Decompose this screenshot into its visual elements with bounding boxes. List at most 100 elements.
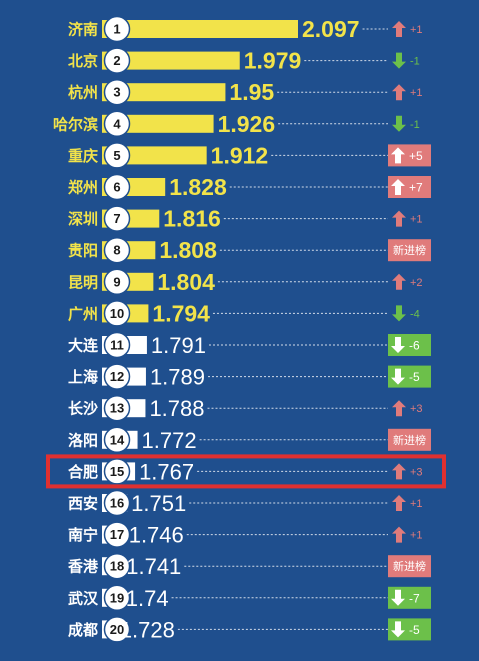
arrow-down-icon-2	[392, 52, 406, 69]
value-label-17: 1.746	[129, 523, 184, 548]
bar-2	[102, 51, 240, 70]
city-label-13: 长沙	[68, 400, 98, 418]
rank-badge-2	[103, 47, 131, 74]
value-label-9: 1.804	[157, 269, 215, 295]
rank-label-2: 2	[113, 53, 120, 68]
city-label-19: 武汉	[68, 589, 99, 607]
arrow-up-icon-9	[392, 273, 406, 290]
value-label-15: 1.767	[139, 459, 194, 484]
arrow-up-icon-17	[392, 526, 406, 543]
city-label-9: 昆明	[68, 273, 98, 291]
rank-badge-7	[103, 205, 131, 232]
city-label-16: 西安	[68, 495, 98, 513]
arrow-up-icon-7	[392, 210, 406, 227]
rank-badge-10	[103, 300, 131, 327]
value-label-20: 1.728	[120, 617, 175, 642]
new-entry-label-14: 新进榜	[393, 433, 426, 447]
rank-badge-9	[103, 268, 131, 296]
bar-4	[102, 114, 214, 133]
value-label-18: 1.741	[126, 554, 181, 579]
rank-badge-14	[103, 426, 131, 454]
rank-label-10: 10	[110, 306, 124, 321]
rank-label-16: 16	[110, 496, 124, 511]
value-label-10: 1.794	[152, 300, 210, 326]
rank-badge-16	[103, 489, 131, 517]
rank-badge-11	[103, 331, 131, 359]
city-label-18: 香港	[68, 558, 99, 576]
change-label-3: +1	[410, 87, 423, 99]
change-label-4: -1	[410, 119, 420, 131]
change-box-8	[388, 239, 431, 262]
rank-label-3: 3	[113, 85, 120, 100]
arrow-up-icon-13	[392, 400, 406, 417]
rank-label-8: 8	[113, 243, 120, 258]
value-label-13: 1.788	[149, 396, 204, 421]
bar-3	[102, 83, 226, 102]
city-label-17: 南宁	[68, 526, 98, 544]
value-label-4: 1.926	[218, 111, 276, 137]
rank-label-20: 20	[110, 622, 124, 637]
highlight-frame	[46, 454, 446, 489]
rank-label-1: 1	[113, 22, 120, 37]
rank-label-9: 9	[113, 274, 120, 289]
city-label-1: 济南	[68, 21, 98, 39]
change-label-12: -5	[409, 370, 420, 384]
rank-badge-12	[103, 363, 131, 390]
city-label-3: 杭州	[68, 84, 98, 102]
change-label-15: +3	[410, 466, 423, 478]
value-label-8: 1.808	[159, 237, 217, 263]
new-entry-label-18: 新进榜	[393, 559, 426, 573]
value-label-11: 1.791	[151, 333, 206, 358]
arrow-up-icon-16	[392, 495, 406, 511]
value-label-6: 1.828	[169, 174, 227, 200]
rank-badge-17	[103, 521, 131, 548]
rank-label-19: 19	[110, 590, 124, 605]
change-label-7: +1	[410, 214, 423, 226]
rank-label-5: 5	[113, 148, 120, 163]
rank-badge-6	[103, 173, 131, 201]
value-label-16: 1.751	[131, 491, 186, 516]
rank-badge-13	[103, 394, 131, 422]
change-label-11: -6	[409, 339, 420, 353]
arrow-down-icon-10	[392, 305, 406, 322]
value-label-12: 1.789	[150, 365, 205, 390]
value-label-19: 1.74	[126, 586, 169, 611]
value-label-3: 1.95	[229, 79, 274, 105]
city-label-7: 深圳	[68, 210, 98, 228]
value-label-1: 2.097	[302, 16, 360, 42]
change-label-2: -1	[410, 56, 420, 68]
rank-badge-19	[103, 584, 131, 612]
change-label-9: +2	[410, 277, 423, 289]
new-entry-label-8: 新进榜	[393, 243, 426, 257]
rank-label-4: 4	[113, 116, 121, 131]
value-label-7: 1.816	[163, 206, 221, 232]
rank-label-12: 12	[110, 369, 124, 384]
rank-badge-5	[103, 142, 131, 169]
city-label-12: 上海	[68, 368, 98, 386]
rank-label-15: 15	[110, 464, 124, 479]
rank-badge-15	[103, 458, 131, 485]
city-label-14: 洛阳	[68, 431, 98, 449]
change-label-20: -5	[409, 623, 420, 637]
arrow-down-icon-19	[391, 589, 405, 606]
change-box-18	[388, 555, 431, 578]
value-label-2: 1.979	[244, 48, 302, 74]
change-label-6: +7	[409, 181, 423, 195]
bar-1	[102, 20, 298, 38]
city-label-15: 合肥	[67, 463, 98, 481]
rank-label-6: 6	[113, 180, 120, 195]
city-label-11: 大连	[68, 337, 99, 355]
rank-badge-20	[103, 616, 131, 643]
rank-label-13: 13	[110, 401, 124, 416]
arrow-up-icon-6	[391, 179, 405, 195]
city-label-20: 成都	[68, 621, 98, 639]
change-label-13: +3	[410, 403, 423, 415]
rank-badge-4	[103, 110, 131, 138]
city-label-2: 北京	[68, 52, 98, 70]
rank-label-18: 18	[110, 559, 124, 574]
arrow-up-icon-5	[391, 147, 405, 164]
rank-badge-1	[103, 15, 131, 43]
change-label-17: +1	[410, 530, 423, 542]
rank-badge-18	[103, 552, 131, 580]
